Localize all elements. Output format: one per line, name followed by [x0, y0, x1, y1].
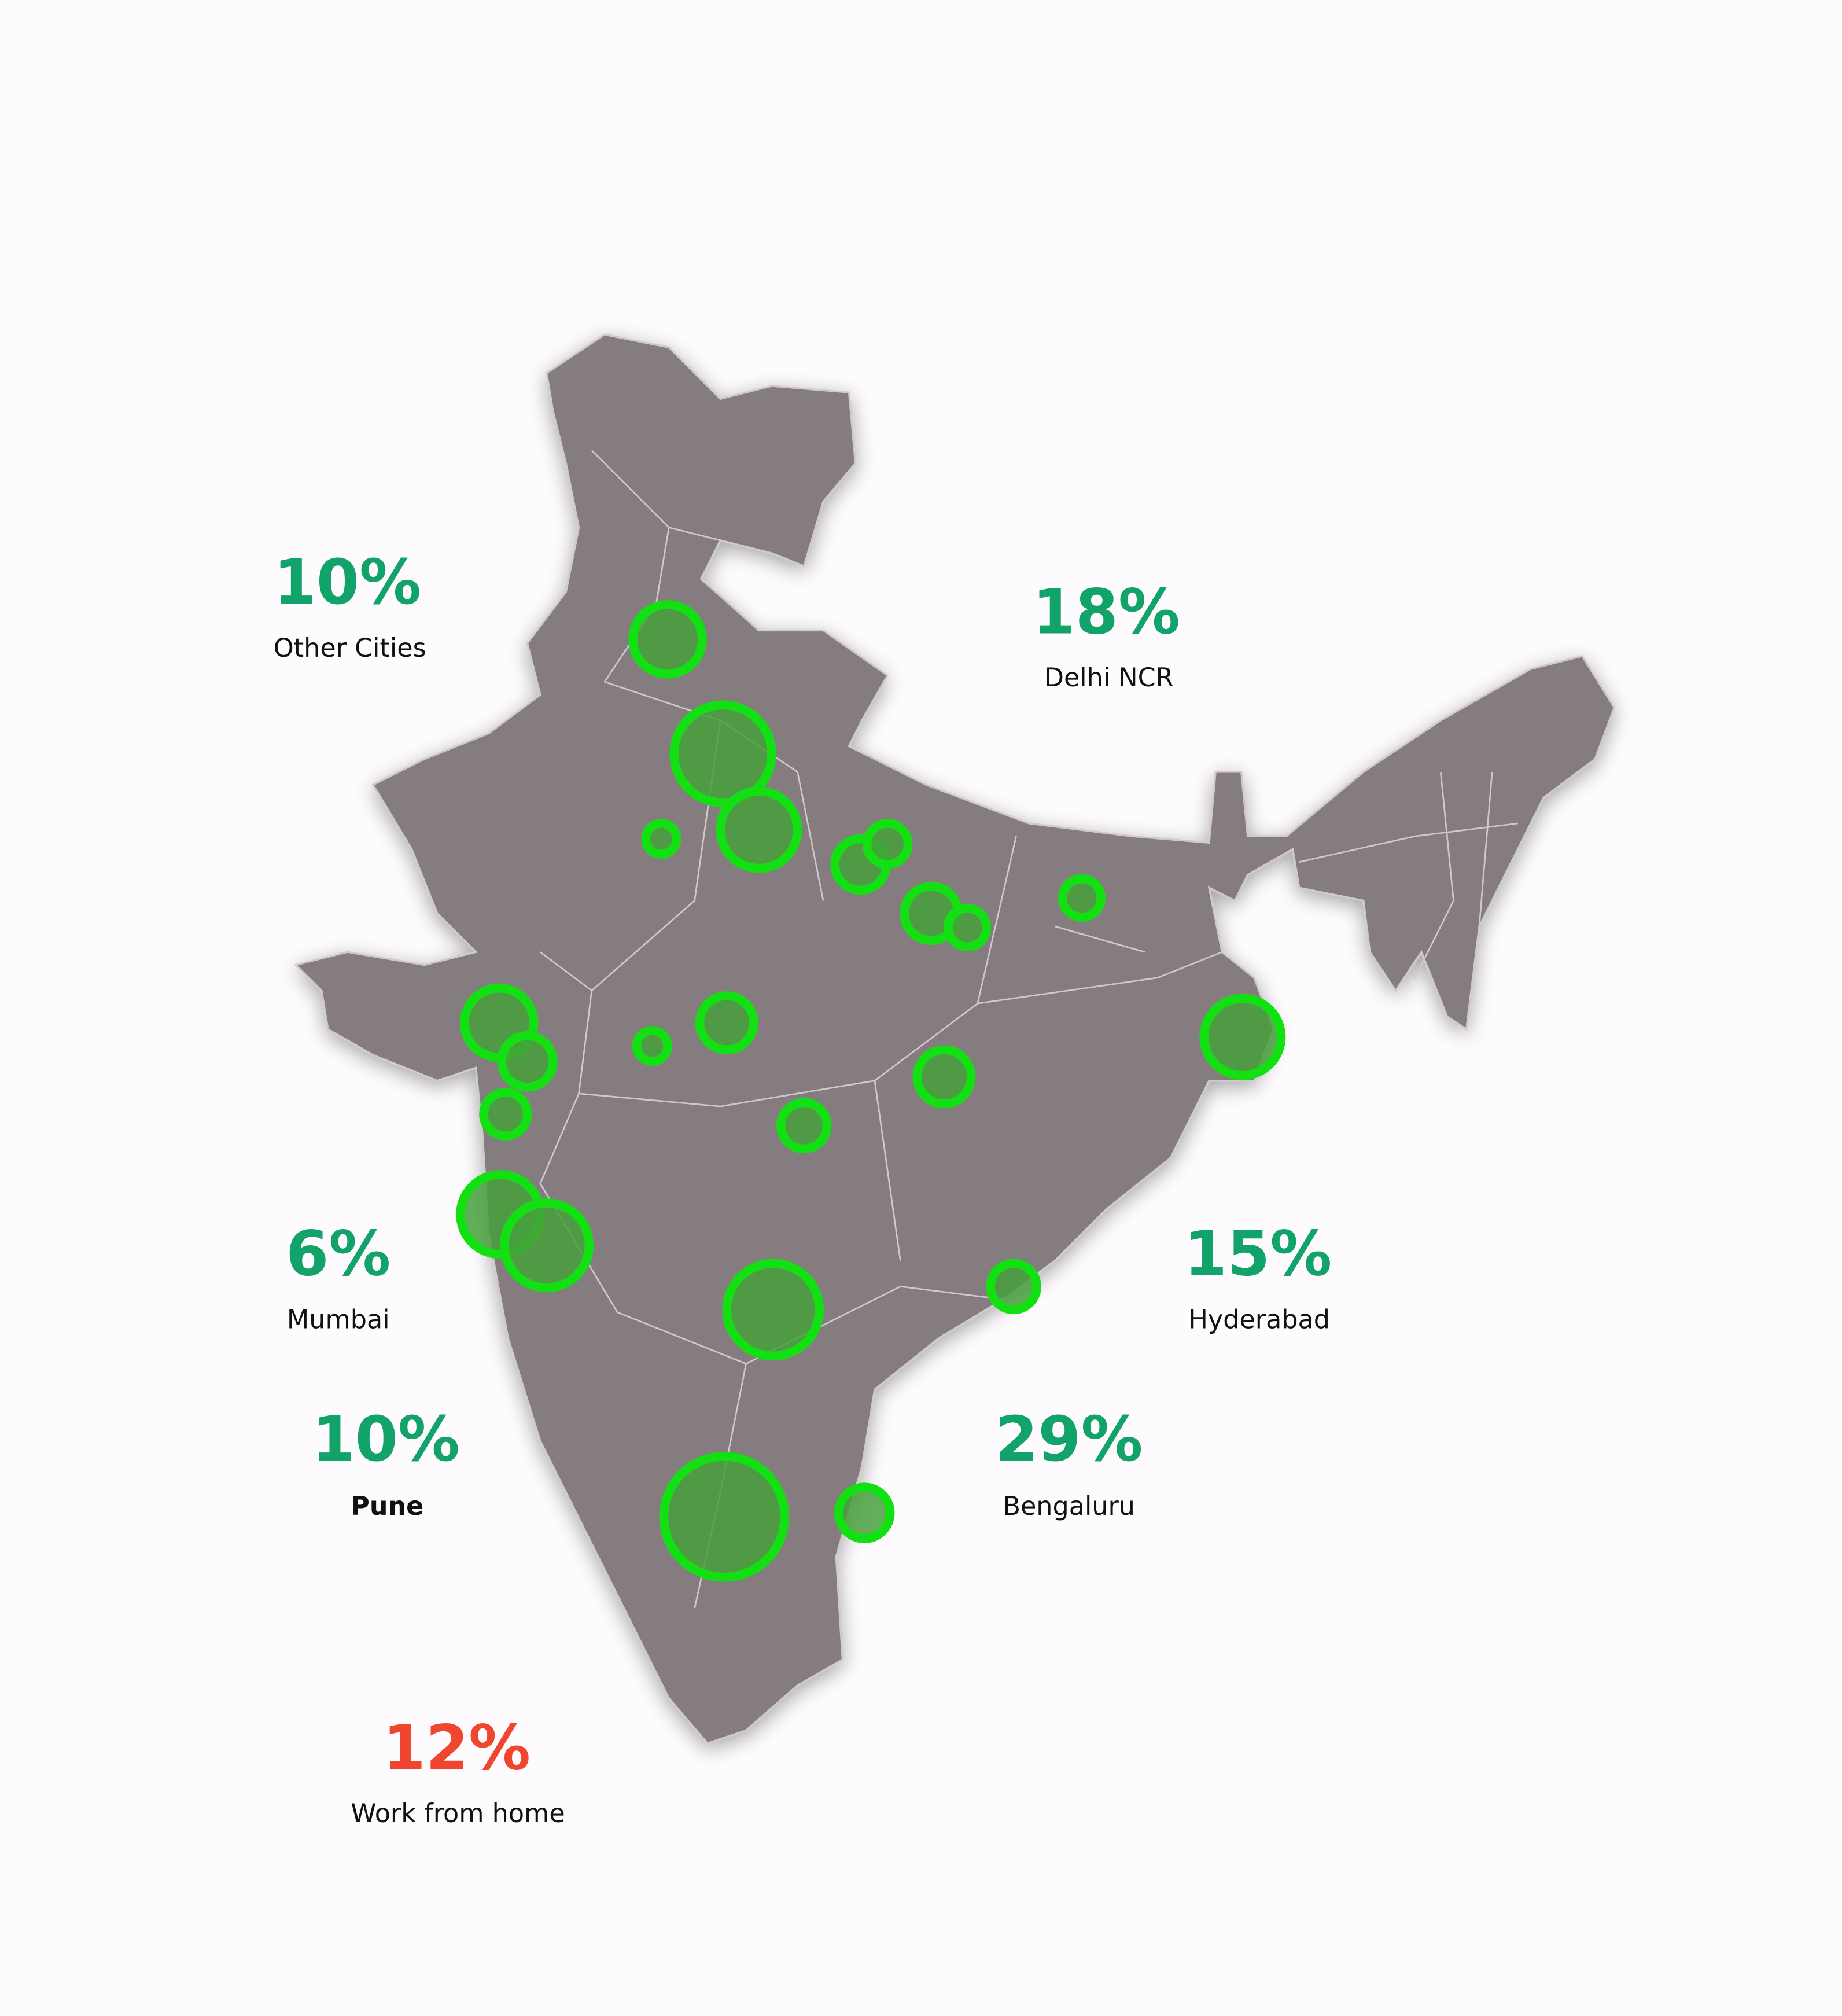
- india-map: [294, 333, 1616, 1745]
- city-marker: [479, 1087, 532, 1141]
- city-marker: [834, 1482, 895, 1543]
- stat-value: 18%: [1032, 576, 1180, 648]
- city-marker: [722, 1259, 824, 1361]
- city-marker: [641, 819, 681, 859]
- city-marker: [659, 1452, 790, 1582]
- stat-value: 15%: [1184, 1219, 1332, 1290]
- city-marker: [497, 1031, 558, 1092]
- city-marker: [862, 819, 913, 869]
- city-marker: [669, 700, 776, 808]
- stat-value: 10%: [312, 1404, 459, 1476]
- city-marker: [943, 903, 992, 952]
- city-marker: [632, 1026, 672, 1066]
- stat-label: Bengaluru: [1003, 1492, 1134, 1521]
- stat-label: Delhi NCR: [1044, 663, 1174, 693]
- stat-label: Work from home: [351, 1799, 565, 1829]
- city-marker: [628, 600, 707, 679]
- city-markers: [456, 600, 1286, 1582]
- stat-label: Hyderabad: [1189, 1305, 1331, 1334]
- city-marker: [986, 1259, 1041, 1315]
- stat-value: 29%: [995, 1404, 1143, 1476]
- city-marker: [716, 786, 802, 873]
- stat-value: 6%: [286, 1219, 390, 1290]
- city-marker: [912, 1045, 976, 1109]
- stats: 10% Other Cities 18% Delhi NCR 6% Mumbai…: [274, 547, 1332, 1829]
- stat-label: Mumbai: [287, 1305, 390, 1334]
- city-marker: [695, 991, 758, 1055]
- city-marker: [776, 1098, 832, 1154]
- city-marker: [1199, 994, 1286, 1080]
- city-marker: [1058, 874, 1106, 922]
- stat-value: 10%: [274, 547, 421, 619]
- stat-value: 12%: [383, 1713, 531, 1785]
- city-marker: [499, 1198, 594, 1293]
- stat-label: Pune: [351, 1492, 423, 1521]
- stat-label: Other Cities: [274, 634, 426, 663]
